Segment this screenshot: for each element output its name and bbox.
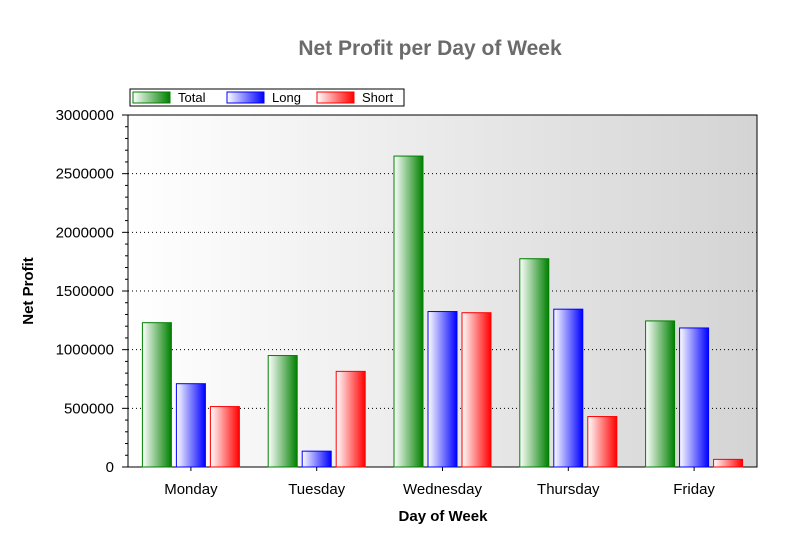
y-tick-label: 2500000 (56, 166, 114, 183)
y-tick-label: 0 (106, 459, 114, 476)
y-tick-label: 2000000 (56, 224, 114, 241)
bar-short-friday (713, 458, 744, 468)
bar-long-tuesday (301, 450, 332, 468)
x-tick-label: Tuesday (288, 481, 345, 498)
bar-total-friday (645, 320, 676, 468)
legend-swatch-short (316, 91, 355, 104)
y-tick-label: 3000000 (56, 107, 114, 124)
y-tick-label: 1500000 (56, 283, 114, 300)
bar-short-wednesday (461, 312, 492, 468)
bar-total-tuesday (267, 355, 298, 468)
x-tick-label: Friday (673, 481, 715, 498)
bar-short-thursday (587, 416, 618, 468)
legend-swatch-long (226, 91, 265, 104)
bar-short-monday (209, 406, 240, 468)
legend-label-long: Long (272, 90, 301, 105)
bar-total-thursday (519, 258, 550, 468)
bar-long-monday (175, 383, 206, 468)
bar-short-tuesday (335, 370, 366, 468)
legend-swatch-total (132, 91, 171, 104)
x-tick-label: Monday (164, 481, 218, 498)
bar-long-friday (679, 327, 710, 468)
y-tick-label: 1000000 (56, 342, 114, 359)
bar-total-wednesday (393, 155, 424, 468)
x-tick-label: Wednesday (403, 481, 482, 498)
x-axis-label: Day of Week (399, 508, 489, 525)
x-tick-label: Thursday (537, 481, 600, 498)
bar-total-monday (141, 322, 172, 468)
legend: Total Long Short (129, 88, 405, 107)
y-axis-ticks: 0 500000 1000000 1500000 2000000 2500000 30000… (56, 107, 128, 476)
x-axis-tick-labels: Monday Tuesday Wednesday Thursday Friday (164, 467, 715, 498)
bar-long-wednesday (427, 311, 458, 468)
y-axis-label: Net Profit (20, 257, 37, 325)
bars (141, 155, 744, 468)
legend-label-short: Short (362, 90, 393, 105)
bar-long-thursday (553, 308, 584, 468)
y-tick-label: 500000 (64, 400, 114, 417)
chart-title: Net Profit per Day of Week (298, 37, 562, 60)
legend-label-total: Total (178, 90, 206, 105)
